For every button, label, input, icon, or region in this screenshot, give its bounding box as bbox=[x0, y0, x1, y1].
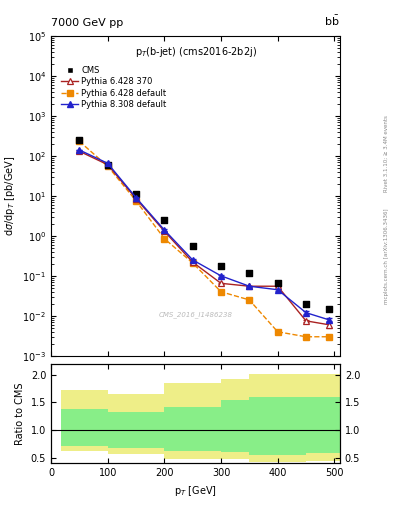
CMS bbox=[325, 305, 332, 313]
Text: CMS_2016_I1486238: CMS_2016_I1486238 bbox=[158, 311, 233, 317]
CMS bbox=[303, 300, 309, 308]
Text: Rivet 3.1.10; ≥ 3.4M events: Rivet 3.1.10; ≥ 3.4M events bbox=[384, 115, 389, 192]
CMS bbox=[133, 190, 139, 198]
CMS bbox=[246, 269, 252, 277]
CMS bbox=[218, 262, 224, 270]
Text: mcplots.cern.ch [arXiv:1306.3436]: mcplots.cern.ch [arXiv:1306.3436] bbox=[384, 208, 389, 304]
Y-axis label: d$\sigma$/dp$_T$ [pb/GeV]: d$\sigma$/dp$_T$ [pb/GeV] bbox=[3, 156, 17, 236]
Y-axis label: Ratio to CMS: Ratio to CMS bbox=[15, 382, 25, 445]
CMS bbox=[76, 136, 83, 144]
Text: 7000 GeV pp: 7000 GeV pp bbox=[51, 18, 123, 28]
CMS bbox=[161, 216, 167, 224]
CMS bbox=[189, 242, 196, 250]
CMS bbox=[274, 279, 281, 287]
Text: b$\bar{\rm b}$: b$\bar{\rm b}$ bbox=[325, 14, 340, 28]
Legend: CMS, Pythia 6.428 370, Pythia 6.428 default, Pythia 8.308 default: CMS, Pythia 6.428 370, Pythia 6.428 defa… bbox=[58, 62, 170, 113]
X-axis label: p$_T$ [GeV]: p$_T$ [GeV] bbox=[174, 484, 217, 498]
CMS bbox=[105, 161, 111, 169]
Text: p$_T$(b-jet) (cms2016-2b2j): p$_T$(b-jet) (cms2016-2b2j) bbox=[134, 46, 257, 59]
